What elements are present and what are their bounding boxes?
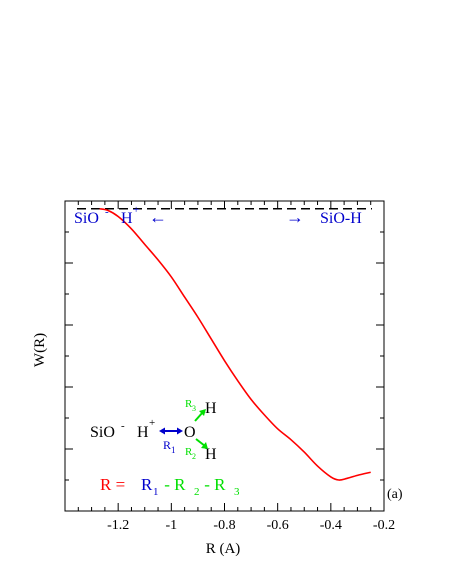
formula-lhs: R = bbox=[100, 475, 129, 494]
x-tick-label: -0.6 bbox=[267, 518, 289, 533]
formula-minus-r2: - R bbox=[160, 475, 186, 494]
molecule-h-plus-charge: + bbox=[149, 417, 155, 429]
r2-arrowhead bbox=[201, 442, 208, 449]
plot-frame bbox=[64, 200, 385, 512]
x-tick-label: -0.8 bbox=[213, 518, 235, 533]
formula: R = R 1 - R 2 - R 3 bbox=[100, 475, 240, 498]
annotation-sioh: SiO-H bbox=[320, 210, 362, 227]
annotation-h: H bbox=[121, 210, 133, 227]
x-tick-label: -1 bbox=[165, 518, 177, 533]
formula-r1-sub: 1 bbox=[153, 486, 159, 498]
x-tick-label: -1.2 bbox=[107, 518, 129, 533]
molecule-h-top: H bbox=[205, 400, 217, 417]
molecule-sio-charge: - bbox=[121, 420, 125, 432]
annotation-sio: SiO bbox=[74, 210, 99, 227]
annotation-deprotonated: SiO - H + ← bbox=[74, 204, 167, 227]
r2-subscript: 2 bbox=[192, 452, 196, 461]
r2-label: R bbox=[185, 446, 193, 458]
annotation-right-arrow: → bbox=[286, 207, 304, 227]
r3-arrowhead bbox=[199, 409, 206, 416]
r1-arrowhead-left bbox=[159, 427, 165, 435]
y-axis-title: W(R) bbox=[32, 333, 48, 367]
r1-label: R bbox=[163, 438, 171, 452]
r1-arrowhead-right bbox=[177, 427, 183, 435]
annotation-h-charge: + bbox=[133, 204, 139, 216]
series-line bbox=[99, 207, 371, 481]
r2-arrow bbox=[195, 438, 206, 447]
molecule-sio: SiO bbox=[90, 424, 115, 441]
molecule-h-bottom: H bbox=[205, 446, 217, 463]
formula-r2-sub: 2 bbox=[194, 486, 200, 498]
panel-label: (a) bbox=[387, 487, 403, 502]
annotation-sio-charge: - bbox=[105, 206, 109, 218]
x-tick-label: -0.4 bbox=[320, 518, 342, 533]
formula-r3-sub: 3 bbox=[234, 486, 240, 498]
r1-subscript: 1 bbox=[171, 445, 176, 455]
formula-minus-r3: - R bbox=[200, 475, 226, 494]
molecule-diagram: SiO - H + R 1 O H H R 3 R 2 bbox=[90, 398, 217, 463]
x-axis-title: R (A) bbox=[206, 541, 241, 557]
annotation-protonated: → SiO-H bbox=[286, 207, 362, 227]
molecule-o: O bbox=[184, 424, 196, 441]
x-tick-label: -0.2 bbox=[373, 518, 395, 533]
r3-subscript: 3 bbox=[192, 404, 196, 413]
formula-r1: R bbox=[141, 475, 153, 494]
annotation-left-arrow: ← bbox=[149, 207, 167, 227]
r3-label: R bbox=[185, 398, 193, 410]
molecule-h-plus: H bbox=[137, 424, 149, 441]
